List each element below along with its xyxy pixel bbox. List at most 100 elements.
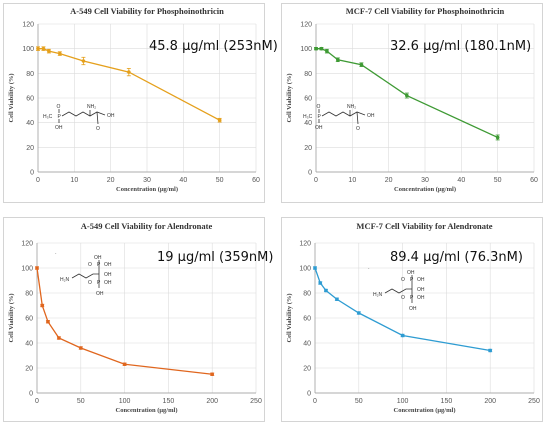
y-tick-label: 100: [299, 266, 311, 273]
chem-oh-bottom: OH: [96, 291, 104, 297]
chem-o-top: O: [88, 262, 92, 268]
x-axis-label: Concentration (μg/ml): [116, 407, 178, 414]
data-point: [405, 93, 409, 98]
y-tick-label: 40: [25, 341, 33, 348]
x-tick-label: 100: [119, 398, 131, 405]
y-tick-label: 0: [29, 391, 33, 398]
chem-o-bottom: O: [88, 280, 92, 286]
x-tick-label: 20: [385, 177, 393, 184]
data-point: [335, 297, 339, 302]
chart-title: MCF-7 Cell Viability for Alendronate: [356, 221, 492, 231]
x-tick-label: 40: [457, 177, 465, 184]
y-tick-label: 100: [21, 266, 33, 273]
chem-o-acid: O: [96, 126, 100, 132]
x-tick-label: 20: [107, 177, 115, 184]
data-point: [81, 59, 86, 63]
x-tick-label: 30: [421, 177, 429, 184]
data-point: [41, 46, 46, 51]
chem-dot: ·: [368, 266, 370, 272]
chem-bond-co: [96, 111, 99, 125]
chart-mcf7-alendronate: MCF-7 Cell Viability for Alendronate 0 20 4…: [281, 217, 543, 422]
x-axis-label: Concentration (μg/ml): [394, 407, 456, 414]
y-axis-label: Cell Viability (%): [8, 73, 15, 122]
x-tick-label: 60: [252, 177, 260, 184]
x-tick-label: 40: [179, 177, 187, 184]
y-tick-label: 0: [30, 170, 34, 177]
chart-svg: A-549 Cell Viability for Alendronate 0 20 4…: [8, 221, 273, 414]
chem-o-top: O: [401, 277, 405, 283]
y-tick-label: 60: [25, 316, 33, 323]
x-tick-label: 50: [494, 177, 502, 184]
x-tick-label: 50: [77, 398, 85, 405]
chem-oh-top: OH: [94, 255, 102, 261]
y-tick-label: 60: [304, 96, 312, 103]
chem-oh-mid: OH: [104, 272, 112, 278]
y-tick-label: 100: [22, 46, 34, 53]
x-tick-label: 0: [313, 398, 317, 405]
x-tick-label: 50: [355, 398, 363, 405]
y-tick-label: 40: [26, 120, 34, 127]
chem-p-bottom: P: [97, 280, 101, 286]
data-point: [40, 303, 45, 308]
data-point: [314, 46, 318, 51]
chem-nh2: NH₂: [87, 104, 96, 110]
data-point: [210, 372, 214, 377]
x-tick-label: 250: [528, 398, 540, 405]
y-tick-label: 0: [307, 391, 311, 398]
data-point: [318, 281, 323, 285]
chem-o-acid: O: [356, 126, 360, 132]
ic50-annotation: 45.8 μg/ml (253nM): [149, 39, 278, 54]
chem-bond-chain: [384, 288, 412, 294]
chem-h3c: H₃C: [43, 114, 53, 120]
chem-p-top: P: [97, 262, 101, 268]
chart-title: A-549 Cell Viability for Alendronate: [81, 221, 213, 231]
data-point: [217, 118, 222, 122]
chem-oh: OH: [55, 125, 63, 131]
chem-o-top: O: [317, 104, 321, 110]
ic50-annotation: 19 μg/ml (359nM): [157, 250, 273, 265]
chem-bond-chain: [71, 273, 99, 279]
x-axis-label: Concentration (μg/ml): [116, 186, 178, 193]
chem-bond-chain: [61, 111, 106, 117]
y-axis-label: Cell Viability (%): [286, 73, 293, 122]
chem-oh-upper: OH: [104, 262, 112, 268]
chart-title: MCF-7 Cell Viability for Phosphoinothric…: [346, 6, 505, 16]
x-tick-label: 10: [348, 177, 356, 184]
chem-p-top: P: [410, 277, 414, 283]
x-tick-label: 30: [143, 177, 151, 184]
data-point: [319, 46, 324, 51]
chem-o-bottom: O: [401, 295, 405, 301]
data-point: [359, 62, 364, 67]
data-point: [357, 311, 361, 315]
chem-oh-upper: OH: [417, 277, 425, 283]
data-point: [324, 288, 328, 293]
chem-oh-bottom: OH: [409, 306, 417, 312]
y-tick-label: 60: [303, 316, 311, 323]
y-tick-label: 120: [300, 22, 312, 29]
y-tick-label: 120: [22, 22, 34, 29]
x-axis-label: Concentration (μg/ml): [394, 186, 456, 193]
x-tick-label: 10: [70, 177, 78, 184]
data-point: [400, 333, 405, 338]
x-tick-label: 100: [397, 398, 409, 405]
chem-oh-lower: OH: [417, 295, 425, 301]
chem-bond-chain: [321, 111, 366, 117]
y-tick-label: 60: [26, 96, 34, 103]
x-tick-label: 60: [530, 177, 538, 184]
data-point: [35, 266, 39, 270]
chart-mcf7-phosphoinothricin: MCF-7 Cell Viability for Phosphoinothric…: [281, 3, 543, 203]
y-axis-label: Cell Viability (%): [8, 293, 15, 342]
y-tick-label: 100: [300, 46, 312, 53]
chem-p: P: [318, 114, 322, 120]
data-point: [57, 336, 61, 340]
y-tick-label: 20: [303, 366, 311, 373]
chart-svg: MCF-7 Cell Viability for Phosphoinothric…: [286, 6, 538, 193]
ic50-annotation: 32.6 μg/ml (180.1nM): [390, 39, 531, 54]
chem-p-bottom: P: [410, 295, 414, 301]
chem-h2n: H₂N: [373, 292, 383, 298]
x-tick-label: 0: [314, 177, 318, 184]
